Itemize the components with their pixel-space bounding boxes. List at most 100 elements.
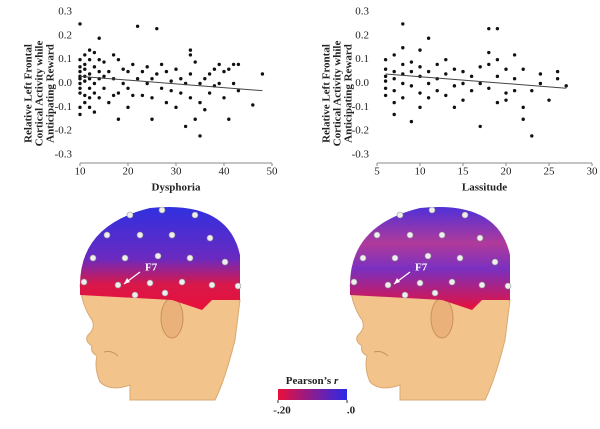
point	[504, 98, 508, 102]
point	[227, 117, 231, 121]
point	[478, 65, 482, 69]
point	[203, 108, 207, 112]
point	[383, 79, 388, 83]
x-axis-title: Lassitude	[462, 182, 507, 194]
point	[198, 100, 202, 105]
point	[107, 69, 111, 74]
y-tick-label: -0.3	[55, 149, 73, 161]
point	[392, 69, 396, 74]
point	[155, 26, 159, 31]
point	[78, 81, 82, 86]
point	[116, 117, 121, 121]
point	[401, 62, 405, 67]
y-axis-title: Relative Left Frontal	[321, 44, 333, 143]
point	[487, 62, 491, 67]
point	[401, 81, 405, 86]
point	[83, 93, 87, 98]
point	[504, 67, 508, 71]
colorbar-scale	[278, 389, 347, 400]
point	[198, 81, 202, 86]
point	[116, 57, 121, 62]
point	[111, 53, 116, 57]
point	[135, 24, 140, 28]
point	[97, 57, 101, 62]
point	[97, 69, 101, 74]
point	[83, 67, 87, 71]
x-tick-label: 20	[501, 166, 513, 178]
point	[426, 36, 431, 40]
colorbar-tick-label: .0	[347, 405, 356, 417]
point	[78, 105, 82, 110]
point	[212, 67, 217, 71]
head-left: F7	[79, 206, 242, 401]
point	[222, 96, 226, 100]
point	[401, 46, 405, 50]
point	[521, 105, 525, 110]
point	[150, 117, 154, 121]
point	[92, 110, 97, 114]
point	[145, 65, 149, 69]
point	[409, 60, 414, 64]
point	[426, 69, 431, 74]
point	[392, 100, 396, 105]
y-tick-label: 0.1	[355, 53, 369, 65]
point	[97, 96, 101, 100]
y-axis-title: Cortical Activity while	[332, 41, 344, 147]
point	[469, 74, 474, 79]
point	[83, 79, 87, 83]
point	[383, 57, 388, 62]
point	[555, 77, 560, 81]
y-tick-label: 0.0	[355, 77, 369, 89]
point	[188, 48, 193, 52]
point	[478, 124, 482, 129]
y-tick-label: -0.2	[55, 125, 72, 137]
point	[121, 81, 125, 86]
point	[131, 62, 135, 67]
point	[401, 22, 405, 26]
point	[83, 53, 87, 57]
point	[222, 69, 226, 74]
point	[521, 117, 525, 121]
point	[150, 96, 154, 100]
point	[504, 91, 508, 95]
y-axis-title: Anticipating Reward	[45, 44, 57, 143]
point	[487, 50, 491, 55]
point	[426, 96, 431, 100]
point	[487, 26, 491, 31]
electrode-label: F7	[415, 262, 428, 274]
point	[392, 53, 396, 57]
point	[538, 81, 543, 86]
point	[495, 57, 500, 62]
point	[383, 74, 388, 79]
point	[392, 77, 396, 81]
point	[409, 119, 414, 124]
colorbar-tick-label: -.20	[273, 405, 291, 417]
point	[418, 105, 422, 110]
colorbar-title: Pearson’s r	[286, 375, 339, 387]
point	[452, 105, 457, 110]
point	[392, 88, 396, 93]
point	[87, 48, 92, 52]
point	[169, 79, 173, 83]
point	[383, 93, 388, 98]
point	[418, 91, 422, 95]
point	[78, 65, 82, 69]
point	[409, 69, 414, 74]
point	[179, 77, 183, 81]
x-tick-label: 25	[544, 166, 556, 178]
point	[193, 117, 197, 121]
trend-line	[79, 75, 263, 92]
point	[159, 62, 164, 67]
point	[78, 22, 82, 26]
x-tick-label: 10	[415, 166, 427, 178]
point	[188, 96, 193, 100]
point	[469, 88, 474, 93]
point	[126, 105, 130, 110]
point	[140, 93, 145, 98]
y-tick-label: 0.0	[58, 77, 72, 89]
point	[461, 98, 465, 102]
point	[87, 77, 92, 81]
point	[530, 134, 534, 138]
y-axis-title: Anticipating Reward	[343, 44, 355, 143]
point	[78, 77, 82, 81]
